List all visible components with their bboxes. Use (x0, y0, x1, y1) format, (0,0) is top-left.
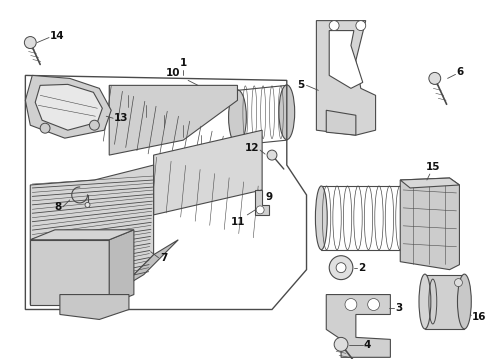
Polygon shape (109, 85, 238, 155)
Circle shape (40, 123, 50, 133)
Text: 5: 5 (297, 80, 305, 90)
Text: 14: 14 (50, 31, 65, 41)
Polygon shape (153, 130, 262, 215)
Circle shape (256, 206, 264, 214)
Polygon shape (400, 178, 460, 270)
Text: 1: 1 (179, 58, 187, 68)
Circle shape (429, 72, 441, 84)
Text: 4: 4 (364, 340, 371, 350)
Polygon shape (400, 178, 460, 188)
Text: 8: 8 (54, 202, 62, 212)
Ellipse shape (229, 90, 246, 145)
Circle shape (345, 298, 357, 310)
Text: 15: 15 (425, 162, 440, 172)
Polygon shape (255, 190, 269, 215)
Polygon shape (30, 165, 153, 305)
Ellipse shape (419, 274, 431, 329)
Polygon shape (109, 230, 134, 305)
Polygon shape (326, 110, 356, 135)
Circle shape (334, 337, 348, 351)
Text: 2: 2 (358, 263, 365, 273)
Polygon shape (326, 294, 391, 357)
Circle shape (329, 256, 353, 280)
Polygon shape (329, 31, 363, 88)
Ellipse shape (279, 85, 294, 140)
Circle shape (455, 279, 463, 287)
Polygon shape (35, 84, 102, 130)
Polygon shape (317, 21, 375, 135)
Polygon shape (30, 240, 109, 305)
Text: 6: 6 (457, 67, 464, 77)
Polygon shape (60, 294, 129, 319)
Circle shape (368, 298, 380, 310)
Text: 7: 7 (161, 253, 168, 263)
Circle shape (336, 263, 346, 273)
Circle shape (356, 21, 366, 31)
Text: 3: 3 (395, 302, 403, 312)
Circle shape (267, 150, 277, 160)
Text: 11: 11 (231, 217, 245, 227)
Circle shape (24, 37, 36, 49)
Circle shape (85, 202, 90, 207)
Ellipse shape (458, 274, 471, 329)
Text: 9: 9 (265, 192, 272, 202)
Text: 13: 13 (114, 113, 129, 123)
Polygon shape (25, 75, 111, 138)
Circle shape (90, 120, 99, 130)
Circle shape (329, 21, 339, 31)
Polygon shape (30, 230, 134, 240)
Text: 10: 10 (166, 68, 181, 78)
Polygon shape (119, 240, 178, 289)
Polygon shape (425, 275, 465, 329)
Text: 12: 12 (245, 143, 259, 153)
Ellipse shape (316, 186, 327, 250)
Text: 16: 16 (472, 312, 487, 323)
